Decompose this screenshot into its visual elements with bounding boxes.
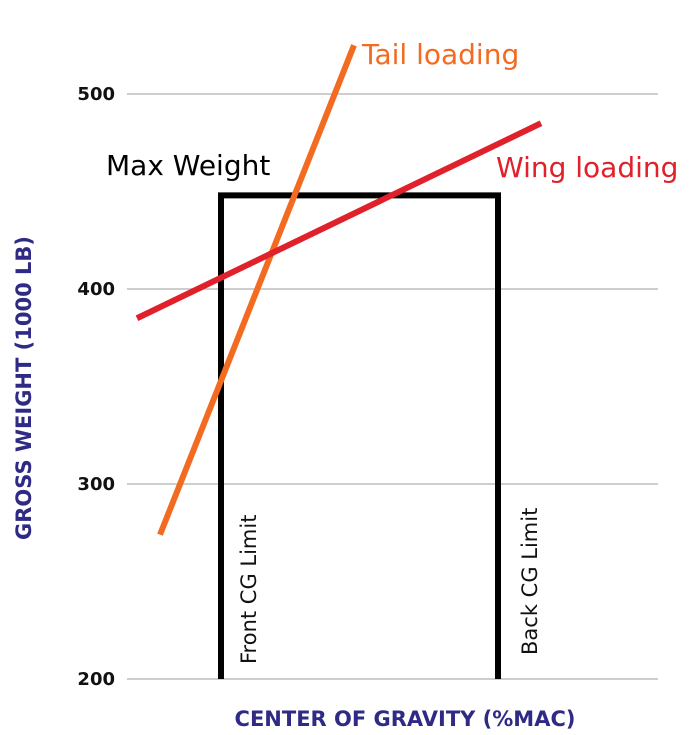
y-tick-label-200: 200	[77, 669, 115, 690]
y-axis-title: GROSS WEIGHT (1000 LB)	[12, 236, 36, 540]
max-weight-label: Max Weight	[106, 149, 270, 182]
series-line-tail-loading	[157, 44, 357, 536]
y-tick-label-500: 500	[77, 84, 115, 105]
y-tick-label-400: 400	[77, 279, 115, 300]
x-axis-title: CENTER OF GRAVITY (%MAC)	[235, 707, 576, 731]
y-tick-label-300: 300	[77, 474, 115, 495]
front-cg-limit-label: Front CG Limit	[237, 515, 261, 664]
series-label-tail-loading: Tail loading	[361, 38, 519, 71]
gridlines	[127, 93, 658, 680]
cg-envelope-outline	[218, 192, 501, 679]
y-tick-labels: 200 300 400 500	[77, 84, 115, 690]
series-label-wing-loading: Wing loading	[496, 151, 678, 184]
back-cg-limit-label: Back CG Limit	[518, 508, 542, 655]
series-line-wing-loading	[135, 120, 543, 321]
cg-envelope	[218, 192, 501, 679]
